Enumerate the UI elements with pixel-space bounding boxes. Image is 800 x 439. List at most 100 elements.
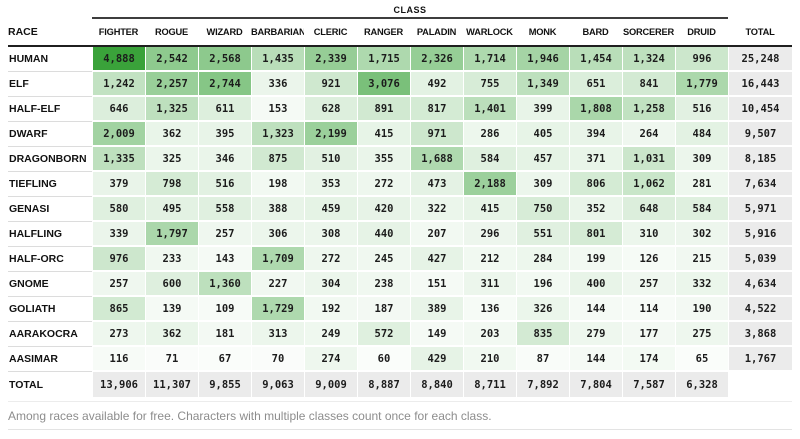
column-total-cell: 6,328 <box>675 372 728 397</box>
row-total-cell: 5,971 <box>728 197 792 222</box>
heat-cell: 114 <box>622 297 675 322</box>
heat-cell: 395 <box>198 122 251 147</box>
race-label: HALF-ELF <box>8 97 92 122</box>
table-row: DWARF 2,009 362 395 1,323 2,199 415 971 286 405 39… <box>8 122 792 147</box>
race-label: HALFLING <box>8 222 92 247</box>
class-header-sorcerer: SORCERER <box>622 20 675 47</box>
heat-cell: 2,257 <box>145 72 198 97</box>
heat-cell: 353 <box>304 172 357 197</box>
heat-cell: 1,688 <box>410 147 463 172</box>
heat-cell: 67 <box>198 347 251 372</box>
heat-cell: 841 <box>622 72 675 97</box>
heat-cell: 273 <box>92 322 145 347</box>
heat-cell: 1,779 <box>675 72 728 97</box>
heat-cell: 389 <box>410 297 463 322</box>
heat-cell: 281 <box>675 172 728 197</box>
heat-cell: 1,714 <box>463 47 516 72</box>
row-total-cell: 7,634 <box>728 172 792 197</box>
heat-cell: 394 <box>569 122 622 147</box>
grand-total-cell-empty <box>728 372 792 397</box>
class-header-druid: DRUID <box>675 20 728 47</box>
heat-cell: 272 <box>357 172 410 197</box>
heat-cell: 326 <box>516 297 569 322</box>
table-row: HALF-ELF 646 1,325 611 153 628 891 817 1,401 399 1… <box>8 97 792 122</box>
heat-cell: 516 <box>675 97 728 122</box>
row-total-cell: 3,868 <box>728 322 792 347</box>
heat-cell: 971 <box>410 122 463 147</box>
heat-cell: 144 <box>569 347 622 372</box>
table-row: HALFLING 339 1,797 257 306 308 440 207 296 551 801… <box>8 222 792 247</box>
table-row: AARAKOCRA 273 362 181 313 249 572 149 203 835 279 1… <box>8 322 792 347</box>
heat-cell: 70 <box>251 347 304 372</box>
heat-cell: 600 <box>145 272 198 297</box>
heat-cell: 755 <box>463 72 516 97</box>
heat-cell: 336 <box>251 72 304 97</box>
row-total-cell: 4,634 <box>728 272 792 297</box>
heat-cell: 325 <box>145 147 198 172</box>
heat-cell: 484 <box>675 122 728 147</box>
heat-cell: 921 <box>304 72 357 97</box>
heat-cell: 355 <box>357 147 410 172</box>
column-total-cell: 11,307 <box>145 372 198 397</box>
heat-cell: 1,715 <box>357 47 410 72</box>
heat-cell: 339 <box>92 222 145 247</box>
column-group-label: CLASS <box>92 5 728 19</box>
heat-cell: 249 <box>304 322 357 347</box>
heat-cell: 274 <box>304 347 357 372</box>
row-total-cell: 10,454 <box>728 97 792 122</box>
race-label: DRAGONBORN <box>8 147 92 172</box>
heat-cell: 388 <box>251 197 304 222</box>
heat-cell: 399 <box>516 97 569 122</box>
heat-cell: 346 <box>198 147 251 172</box>
heat-cell: 1,031 <box>622 147 675 172</box>
heat-cell: 187 <box>357 297 410 322</box>
race-label: ELF <box>8 72 92 97</box>
race-label: TIEFLING <box>8 172 92 197</box>
heat-cell: 2,009 <box>92 122 145 147</box>
heat-cell: 750 <box>516 197 569 222</box>
heat-cell: 286 <box>463 122 516 147</box>
heat-cell: 2,568 <box>198 47 251 72</box>
heat-cell: 584 <box>675 197 728 222</box>
heat-cell: 71 <box>145 347 198 372</box>
row-total-cell: 9,507 <box>728 122 792 147</box>
heat-cell: 580 <box>92 197 145 222</box>
heat-cell: 459 <box>304 197 357 222</box>
heat-cell: 306 <box>251 222 304 247</box>
heat-cell: 272 <box>304 247 357 272</box>
heat-cell: 2,326 <box>410 47 463 72</box>
footnote: Among races available for free. Characte… <box>8 401 792 429</box>
class-header-monk: MONK <box>516 20 569 47</box>
class-header-warlock: WARLOCK <box>463 20 516 47</box>
heat-cell: 646 <box>92 97 145 122</box>
race-label: AASIMAR <box>8 347 92 372</box>
column-total-cell: 9,009 <box>304 372 357 397</box>
heat-cell: 308 <box>304 222 357 247</box>
heat-cell: 136 <box>463 297 516 322</box>
heat-cell: 1,324 <box>622 47 675 72</box>
heat-cell: 210 <box>463 347 516 372</box>
heat-cell: 313 <box>251 322 304 347</box>
heat-cell: 332 <box>675 272 728 297</box>
heatmap-table: RACE FIGHTER ROGUE WIZARD BARBARIAN CLERIC RA… <box>8 20 792 397</box>
heat-cell: 492 <box>410 72 463 97</box>
heat-cell: 1,435 <box>251 47 304 72</box>
heat-cell: 257 <box>198 222 251 247</box>
table-row: AASIMAR 116 71 67 70 274 60 429 210 87 144 174 65 1,7… <box>8 347 792 372</box>
heat-cell: 198 <box>251 172 304 197</box>
heat-cell: 322 <box>410 197 463 222</box>
heat-cell: 196 <box>516 272 569 297</box>
heat-cell: 284 <box>516 247 569 272</box>
column-total-cell: 8,887 <box>357 372 410 397</box>
race-label: GNOME <box>8 272 92 297</box>
heat-cell: 429 <box>410 347 463 372</box>
heat-cell: 181 <box>198 322 251 347</box>
row-total-cell: 16,443 <box>728 72 792 97</box>
heat-cell: 3,076 <box>357 72 410 97</box>
class-header-bard: BARD <box>569 20 622 47</box>
heat-cell: 1,323 <box>251 122 304 147</box>
heat-cell: 651 <box>569 72 622 97</box>
heat-cell: 275 <box>675 322 728 347</box>
heat-cell: 835 <box>516 322 569 347</box>
